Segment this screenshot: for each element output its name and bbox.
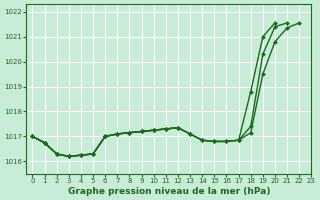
X-axis label: Graphe pression niveau de la mer (hPa): Graphe pression niveau de la mer (hPa)	[68, 187, 270, 196]
